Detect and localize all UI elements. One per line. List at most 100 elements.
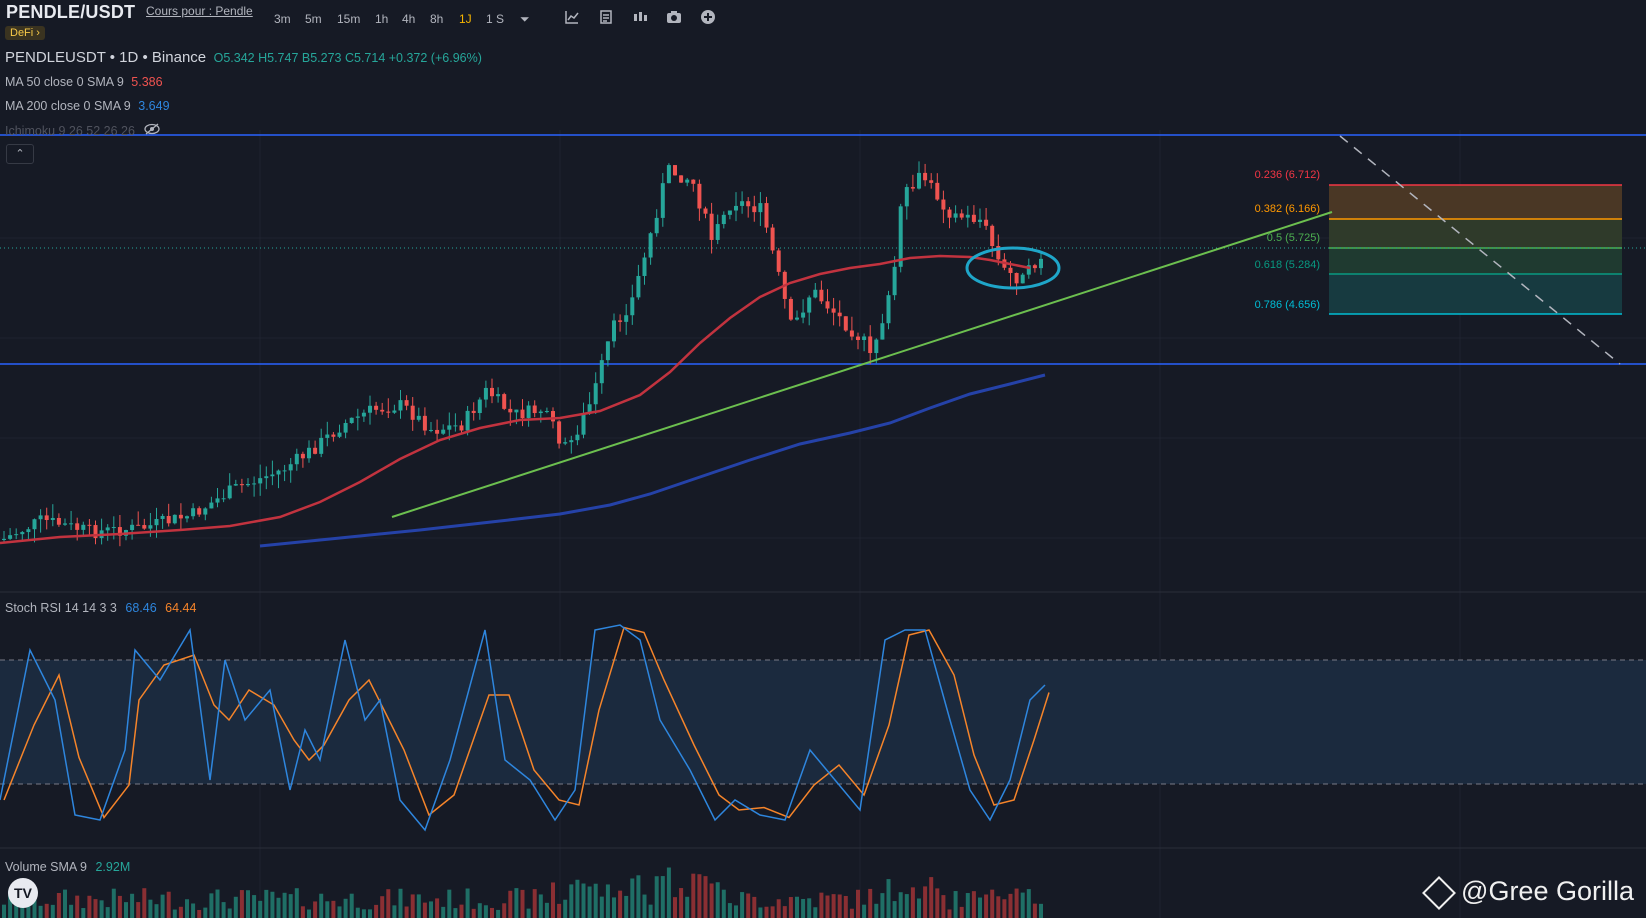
volume-bar [93, 899, 98, 918]
candle-body [465, 410, 470, 431]
volume-bar [770, 906, 775, 918]
add-icon[interactable] [698, 9, 718, 29]
candle-body [197, 508, 202, 515]
templates-icon[interactable] [596, 9, 616, 29]
volume-bar [264, 889, 269, 918]
candle-body [14, 534, 19, 536]
volume-legend[interactable]: Volume SMA 9 2.92M [5, 860, 130, 874]
candle-body [361, 412, 366, 417]
volume-bar [136, 902, 141, 918]
candle-body [258, 478, 263, 484]
candle-body [282, 470, 287, 472]
timeframe-1j[interactable]: 1J [459, 12, 472, 26]
volume-bar [496, 909, 501, 918]
candle-body [276, 470, 281, 475]
timeframe-4h[interactable]: 4h [402, 12, 416, 26]
volume-bar [612, 897, 616, 918]
volume-bar [813, 907, 818, 918]
fib-zone-2 [1329, 219, 1622, 248]
volume-bar [569, 884, 574, 918]
dashed-downtrend-line[interactable] [1339, 135, 1621, 365]
fib-zone-4 [1329, 274, 1622, 314]
ma200-value: 3.649 [138, 99, 170, 113]
volume-bar [709, 883, 714, 918]
volume-bar [825, 895, 830, 918]
ichimoku-legend[interactable]: Ichimoku 9 26 52 26 26 [5, 123, 161, 138]
candle-body [618, 320, 623, 322]
volume-bar [435, 898, 440, 918]
stoch-legend[interactable]: Stoch RSI 14 14 3 3 68.46 64.44 [5, 601, 196, 615]
candle-body [581, 413, 586, 435]
candle-body [868, 336, 873, 354]
ma50-value: 5.386 [131, 75, 163, 89]
volume-bar [959, 906, 964, 918]
volume-bar [355, 907, 360, 918]
timeframe-5m[interactable]: 5m [305, 12, 322, 26]
volume-bar [910, 887, 915, 918]
candle-body [831, 308, 836, 313]
volume-bar [892, 901, 897, 918]
volume-bar [880, 893, 885, 918]
candle-body [300, 453, 305, 459]
timeframe-dropdown-icon[interactable]: ⏷ [520, 12, 530, 26]
uptrend-line[interactable] [391, 211, 1333, 518]
candle-body [764, 203, 769, 228]
volume-bar [56, 892, 61, 918]
timeframe-8h[interactable]: 8h [430, 12, 444, 26]
volume-bar [429, 901, 433, 918]
tradingview-logo[interactable]: TV [8, 878, 38, 908]
volume-bar [874, 903, 879, 918]
candle-body [752, 206, 757, 213]
volume-bar [75, 895, 80, 918]
candle-body [87, 524, 92, 526]
candle-body [612, 320, 616, 342]
candle-body [368, 405, 372, 413]
stoch-label: Stoch RSI 14 14 3 3 [5, 601, 117, 615]
hidden-eye-icon[interactable] [144, 123, 161, 138]
candle-body [648, 233, 653, 258]
volume-bar [532, 889, 537, 918]
volume-bar [898, 892, 903, 918]
volume-bar [471, 908, 476, 918]
candle-body [160, 515, 165, 519]
volume-bar [44, 903, 49, 918]
candle-body [331, 434, 336, 437]
timeframe-15m[interactable]: 15m [337, 12, 361, 26]
compare-icon[interactable] [630, 9, 650, 29]
ma200-legend[interactable]: MA 200 close 0 SMA 9 3.649 [5, 99, 170, 113]
volume-bar [551, 882, 555, 918]
ma50-legend[interactable]: MA 50 close 0 SMA 9 5.386 [5, 75, 163, 89]
volume-bar [2, 904, 6, 918]
candle-body [886, 295, 891, 324]
volume-bar [154, 904, 159, 918]
highlight-ellipse[interactable] [965, 246, 1061, 290]
candle-body [917, 172, 921, 189]
candle-body [721, 214, 726, 225]
cours-link[interactable]: Cours pour : Pendle [146, 4, 253, 18]
candle-body [874, 339, 879, 354]
timeframe-1s[interactable]: 1 S [486, 12, 505, 26]
timeframe-1h[interactable]: 1h [375, 12, 389, 26]
indicators-icon[interactable] [562, 9, 582, 29]
camera-icon[interactable] [664, 9, 684, 29]
volume-bar [313, 901, 318, 918]
volume-bar [227, 908, 232, 918]
symbol-title[interactable]: PENDLE/USDT [6, 2, 136, 22]
timeframe-3m[interactable]: 3m [274, 12, 291, 26]
candle-body [1008, 267, 1013, 273]
category-badge[interactable]: DeFi › [5, 26, 45, 40]
candle-body [666, 165, 671, 184]
volume-bar [178, 906, 183, 918]
volume-bar [325, 901, 330, 918]
candle-body [459, 425, 464, 431]
volume-bar [679, 888, 684, 918]
volume-bar [673, 897, 677, 918]
candle-body [26, 529, 31, 533]
volume-bar [197, 909, 202, 918]
candle-body [538, 411, 543, 414]
candle-body [1026, 265, 1031, 275]
collapse-legend-button[interactable]: ⌃ [6, 144, 34, 164]
volume-bar [630, 878, 635, 918]
volume-bar [1039, 903, 1043, 918]
